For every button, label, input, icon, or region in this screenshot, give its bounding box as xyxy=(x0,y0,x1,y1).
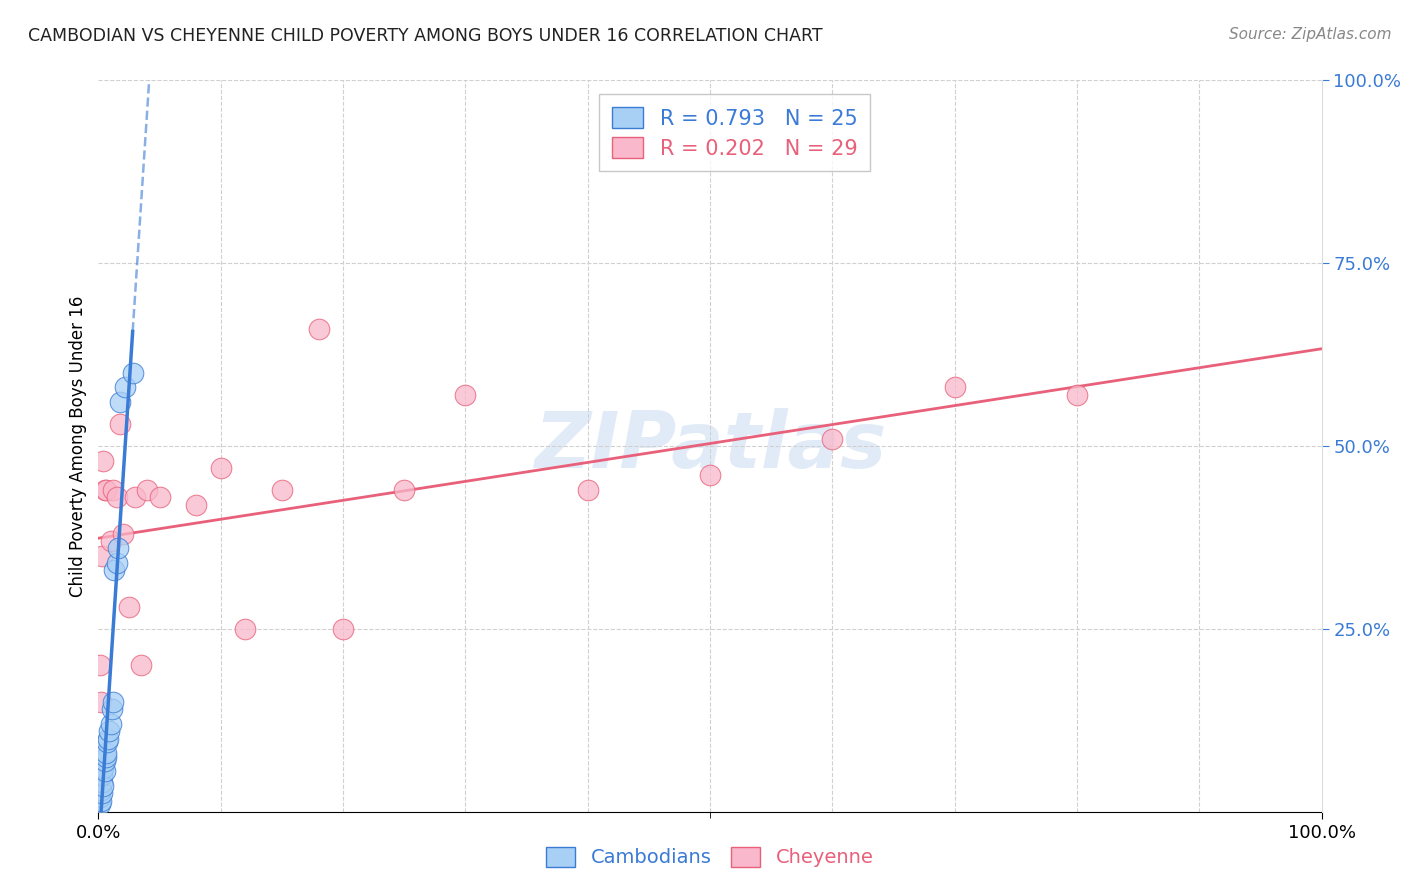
Point xyxy=(93,764,115,779)
Point xyxy=(97,731,120,746)
Point xyxy=(270,483,294,497)
Point xyxy=(699,468,721,483)
Point xyxy=(100,717,122,731)
Point xyxy=(114,380,136,394)
Point xyxy=(110,417,132,431)
Point xyxy=(129,658,152,673)
Point xyxy=(1066,388,1088,402)
Point xyxy=(101,483,124,497)
Point xyxy=(89,658,111,673)
Point xyxy=(98,724,121,739)
Point xyxy=(821,432,844,446)
Point xyxy=(90,794,112,808)
Point xyxy=(100,534,122,549)
Point xyxy=(96,735,118,749)
Point xyxy=(91,549,114,563)
Point xyxy=(94,483,117,497)
Point xyxy=(110,395,132,409)
Text: Source: ZipAtlas.com: Source: ZipAtlas.com xyxy=(1229,27,1392,42)
Point xyxy=(308,322,330,336)
Point xyxy=(186,498,208,512)
Point xyxy=(101,702,124,716)
Point xyxy=(93,754,115,768)
Point xyxy=(91,768,114,782)
Point xyxy=(105,490,128,504)
Point xyxy=(136,483,159,497)
Point xyxy=(101,695,124,709)
Y-axis label: Child Poverty Among Boys Under 16: Child Poverty Among Boys Under 16 xyxy=(69,295,87,597)
Point xyxy=(94,749,117,764)
Point xyxy=(103,563,125,577)
Point xyxy=(91,787,114,801)
Point xyxy=(121,366,143,380)
Point xyxy=(91,761,114,775)
Point xyxy=(576,483,599,497)
Text: ZIPatlas: ZIPatlas xyxy=(534,408,886,484)
Point xyxy=(93,483,115,497)
Point xyxy=(89,797,111,812)
Point xyxy=(332,622,354,636)
Point xyxy=(233,622,256,636)
Point xyxy=(124,490,146,504)
Point xyxy=(94,746,117,760)
Legend: Cambodians, Cheyenne: Cambodians, Cheyenne xyxy=(538,839,882,875)
Point xyxy=(111,526,134,541)
Point xyxy=(105,556,128,570)
Point xyxy=(90,695,112,709)
Point xyxy=(91,779,114,793)
Point xyxy=(149,490,172,504)
Text: CAMBODIAN VS CHEYENNE CHILD POVERTY AMONG BOYS UNDER 16 CORRELATION CHART: CAMBODIAN VS CHEYENNE CHILD POVERTY AMON… xyxy=(28,27,823,45)
Point xyxy=(90,782,112,797)
Point xyxy=(91,453,114,467)
Point xyxy=(454,388,477,402)
Point xyxy=(89,790,111,805)
Point xyxy=(209,461,232,475)
Point xyxy=(392,483,416,497)
Point xyxy=(91,775,114,789)
Point xyxy=(118,599,141,614)
Point xyxy=(107,541,129,556)
Point xyxy=(943,380,966,394)
